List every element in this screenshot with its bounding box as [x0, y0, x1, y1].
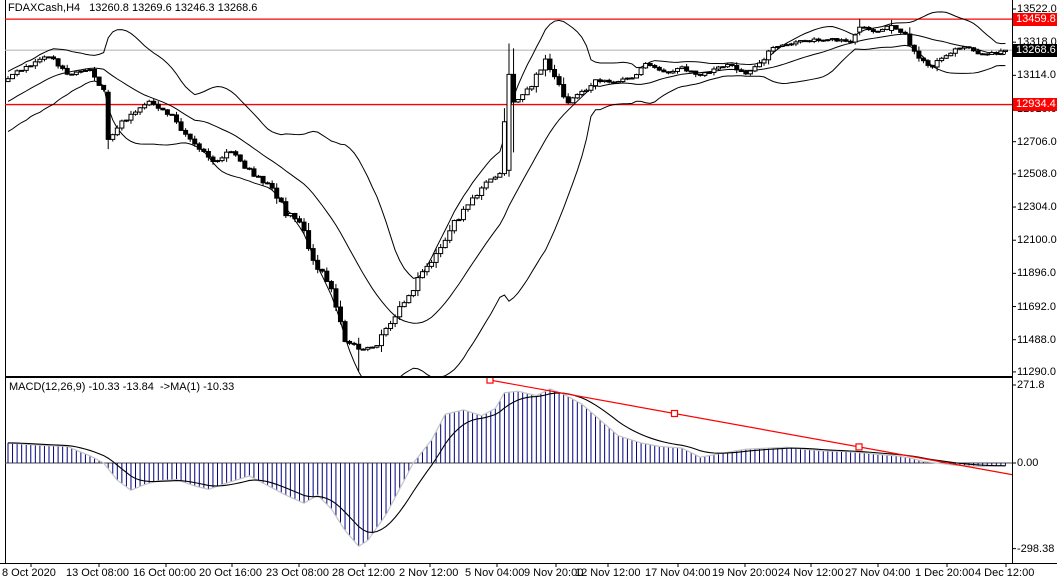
last-price-label: 13268.6: [1013, 43, 1057, 57]
macd-tick-label: 0.00: [1017, 457, 1039, 469]
macd-trendline[interactable]: [486, 377, 1012, 476]
resistance-price-label: 13459.8: [1013, 12, 1057, 26]
price-tick-label: 13114.0: [1017, 69, 1056, 82]
support-price-label: 12934.4: [1013, 98, 1057, 112]
time-axis-label: 20 Oct 16:00: [199, 567, 262, 579]
trendline-anchor-marker[interactable]: [855, 443, 863, 451]
macd-signal-line: [7, 392, 1006, 534]
time-axis-label: 5 Nov 04:00: [465, 567, 525, 579]
time-axis-label: 27 Nov 04:00: [845, 567, 911, 579]
bollinger-lower-band: [7, 44, 1006, 376]
macd-indicator-label: MACD(12,26,9) -10.33 -13.84 ->MA(1) -10.…: [9, 381, 235, 393]
bollinger-middle-band: [7, 33, 1006, 324]
time-axis-label: 2 Nov 12:00: [399, 567, 459, 579]
macd-tick-label: -298.38: [1017, 542, 1055, 555]
time-axis-label: 13 Oct 08:00: [66, 567, 129, 579]
trendline-anchor-marker[interactable]: [670, 409, 679, 418]
time-axis-label: 8 Oct 2020: [2, 567, 56, 579]
macd-histogram: [7, 388, 1006, 547]
axis-ticks: [30, 8, 1016, 567]
ohlc-values: 13260.8 13269.6 13246.3 13268.6: [89, 2, 258, 14]
macd-tick-label: 271.8: [1017, 378, 1045, 391]
time-axis-label: 28 Oct 12:00: [332, 567, 395, 579]
macd-ma1-line: [7, 388, 1006, 548]
symbol-period-label: FDAXCash,H4: [8, 2, 81, 14]
time-axis-label: 24 Nov 12:00: [778, 567, 844, 579]
chart-ohlc-title: FDAXCash,H4 13260.8 13269.6 13246.3 13268…: [8, 2, 257, 14]
price-tick-label: 11488.0: [1017, 333, 1056, 346]
time-axis-label: 12 Nov 12:00: [575, 567, 641, 579]
bollinger-bands: [7, 11, 1006, 376]
time-axis-label: 17 Nov 04:00: [645, 567, 711, 579]
price-tick-label: 13522.0: [1017, 3, 1057, 15]
price-tick-label: 11290.0: [1017, 365, 1056, 378]
price-tick-label: 12100.0: [1017, 234, 1057, 247]
time-axis-label: 1 Dec 20:00: [915, 567, 975, 579]
trendline-anchor-marker[interactable]: [486, 377, 494, 384]
time-axis-label: 9 Nov 20:00: [524, 567, 584, 579]
time-axis-label: 23 Oct 08:00: [266, 567, 329, 579]
price-tick-label: 11692.0: [1017, 300, 1056, 313]
price-tick-label: 12508.0: [1017, 167, 1057, 180]
price-tick-label: 12706.0: [1017, 135, 1057, 148]
time-axis-label: 16 Oct 00:00: [133, 567, 196, 579]
pane-frames: [0, 0, 1057, 564]
price-tick-label: 11896.0: [1017, 267, 1056, 280]
time-axis-label: 4 Dec 12:00: [975, 567, 1035, 579]
price-tick-label: 12304.0: [1017, 201, 1057, 214]
time-axis-label: 19 Nov 20:00: [712, 567, 778, 579]
candles-series: [5, 18, 1008, 372]
